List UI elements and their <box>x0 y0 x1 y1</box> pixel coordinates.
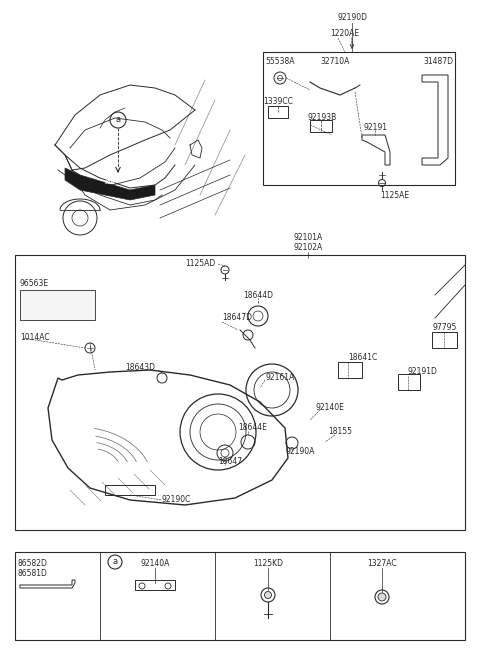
Bar <box>432 332 457 348</box>
Text: 92191: 92191 <box>363 123 387 133</box>
Text: 92140E: 92140E <box>315 403 344 411</box>
Text: 1014AC: 1014AC <box>20 333 49 342</box>
Text: 18644E: 18644E <box>238 422 267 432</box>
Text: 55538A: 55538A <box>265 58 295 66</box>
Circle shape <box>378 593 386 601</box>
Text: 31487D: 31487D <box>423 58 453 66</box>
Text: KIA: KIA <box>105 180 115 184</box>
Bar <box>310 120 332 132</box>
Text: 1125KD: 1125KD <box>253 560 283 569</box>
Text: 92161A: 92161A <box>265 373 294 382</box>
Bar <box>135 580 175 590</box>
Text: 1125AE: 1125AE <box>380 192 409 201</box>
Text: 18155: 18155 <box>328 428 352 436</box>
Text: 1220AE: 1220AE <box>330 28 359 37</box>
Text: a: a <box>115 115 120 125</box>
Text: 1339CC: 1339CC <box>263 98 293 106</box>
Text: 18647: 18647 <box>218 457 242 466</box>
Circle shape <box>264 592 272 598</box>
Text: 97795: 97795 <box>433 323 457 333</box>
Text: 92193B: 92193B <box>307 113 336 123</box>
Text: 92190A: 92190A <box>285 447 314 457</box>
Text: 1125AD: 1125AD <box>185 258 215 268</box>
Text: 92101A: 92101A <box>293 234 323 243</box>
Text: 86581D: 86581D <box>18 569 48 579</box>
Text: 92190C: 92190C <box>162 495 192 504</box>
Bar <box>263 52 455 185</box>
Text: 1327AC: 1327AC <box>367 560 397 569</box>
Text: 92102A: 92102A <box>293 243 323 253</box>
Bar <box>398 374 420 390</box>
Bar <box>15 255 465 530</box>
Text: 92140A: 92140A <box>140 560 170 569</box>
Bar <box>20 290 95 320</box>
Text: 96563E: 96563E <box>20 279 49 287</box>
Bar <box>338 362 362 378</box>
Text: 92191D: 92191D <box>408 367 438 377</box>
Text: 92190D: 92190D <box>337 14 367 22</box>
Text: 32710A: 32710A <box>320 58 350 66</box>
Bar <box>105 485 155 495</box>
Text: 18647D: 18647D <box>222 312 252 321</box>
Text: 18643D: 18643D <box>125 363 155 371</box>
Text: a: a <box>112 558 118 567</box>
Bar <box>15 552 465 640</box>
Bar <box>268 106 288 118</box>
Text: 18644D: 18644D <box>243 291 273 300</box>
Text: 18641C: 18641C <box>348 354 377 363</box>
Polygon shape <box>65 168 155 200</box>
Text: 86582D: 86582D <box>18 560 48 569</box>
